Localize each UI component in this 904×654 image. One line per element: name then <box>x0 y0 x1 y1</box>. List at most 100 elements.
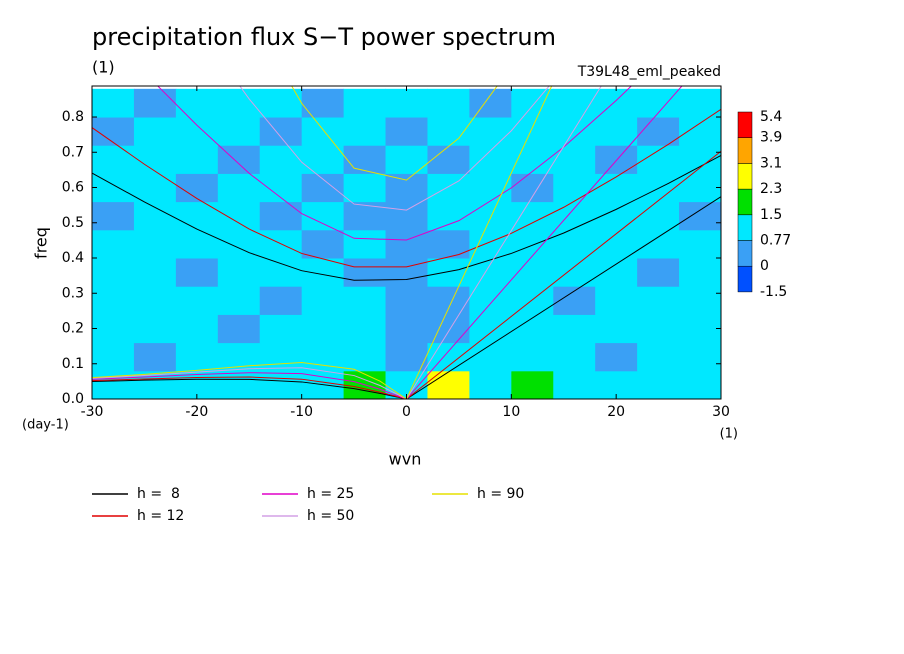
contour-cell <box>385 258 428 287</box>
contour-cell <box>679 117 721 146</box>
contour-cell <box>343 258 387 287</box>
contour-cell <box>553 342 596 372</box>
contour-cell <box>511 145 554 174</box>
contour-cell <box>427 173 470 203</box>
contour-cell <box>553 258 596 287</box>
contour-cell <box>385 314 428 344</box>
contour-cell <box>553 88 596 118</box>
contour-cell <box>343 342 387 372</box>
dispersion-curve <box>406 86 602 399</box>
contour-cell <box>595 342 638 372</box>
contour-cell <box>259 145 303 174</box>
chart-title: precipitation flux S−T power spectrum <box>92 23 556 51</box>
contour-cell <box>595 117 638 146</box>
dispersion-curve <box>92 108 721 268</box>
contour-cell <box>385 173 428 203</box>
contour-cell <box>427 145 470 174</box>
contour-cell <box>385 145 428 174</box>
contour-cell <box>553 201 596 231</box>
contour-cell <box>511 342 554 372</box>
contour-cell <box>679 314 721 344</box>
contour-cell <box>427 286 470 315</box>
contour-cell <box>595 173 638 203</box>
contour-cell <box>679 370 721 399</box>
contour-cell <box>92 258 135 287</box>
contour-cell <box>511 173 554 203</box>
contour-cell <box>637 286 680 315</box>
dispersion-curve <box>291 86 498 181</box>
contour-cell <box>259 117 303 146</box>
contour-cell <box>511 201 554 231</box>
contour-cell <box>469 370 512 399</box>
dispersion-curve <box>92 378 407 399</box>
contour-cell <box>259 88 303 118</box>
contour-cell <box>511 370 554 399</box>
legend-label: h = 12 <box>137 508 184 524</box>
colorbar-box <box>737 188 753 216</box>
contour-cell <box>92 342 135 372</box>
contour-cell <box>92 286 135 315</box>
colorbar-box <box>737 265 753 293</box>
contour-cell <box>553 117 596 146</box>
contour-cell <box>92 117 135 146</box>
contour-cell <box>92 145 135 174</box>
y-tick-label: 0.2 <box>62 321 84 337</box>
contour-cell <box>259 258 303 287</box>
contour-cell <box>637 258 680 287</box>
contour-cell <box>385 286 428 315</box>
contour-cell <box>133 88 177 118</box>
dispersion-curve <box>406 86 683 399</box>
contour-cell <box>469 117 512 146</box>
y-unit: (day-1) <box>22 418 69 433</box>
contour-cell <box>92 88 135 118</box>
contour-cell <box>343 173 387 203</box>
dispersion-curve <box>406 196 721 399</box>
y-tick-label: 0.7 <box>62 144 84 160</box>
contour-cell <box>385 117 428 146</box>
y-tick-label: 0.0 <box>62 391 84 407</box>
y-tick-label: 0.8 <box>62 109 84 125</box>
contour-cell <box>679 173 721 203</box>
colorbar-label: -1.5 <box>760 284 787 300</box>
dispersion-curve <box>92 372 407 399</box>
contour-cell <box>679 88 721 118</box>
x-tick-label: 10 <box>502 404 520 420</box>
contour-cell <box>343 88 387 118</box>
contour-cell <box>595 286 638 315</box>
contour-cell <box>217 370 261 399</box>
contour-cell <box>92 229 135 259</box>
contour-cell <box>175 88 219 118</box>
colorbar-label: 0.77 <box>760 233 791 249</box>
contour-cell <box>301 201 345 231</box>
contour-cell <box>259 286 303 315</box>
contour-cell <box>175 201 219 231</box>
contour-cell <box>385 342 428 372</box>
contour-cell <box>133 145 177 174</box>
contour-cell <box>175 229 219 259</box>
contour-cell <box>637 314 680 344</box>
contour-cell <box>679 201 721 231</box>
contour-cell <box>469 286 512 315</box>
contour-cell <box>92 173 135 203</box>
contour-field <box>92 88 721 399</box>
contour-cell <box>427 370 470 399</box>
colorbar-box <box>737 214 753 241</box>
contour-cell <box>637 173 680 203</box>
legend-label: h = 25 <box>307 486 354 502</box>
contour-cell <box>637 201 680 231</box>
contour-cell <box>469 229 512 259</box>
contour-cell <box>511 88 554 118</box>
legend-label: h = 50 <box>307 508 354 524</box>
contour-cell <box>217 201 261 231</box>
y-tick-label: 0.1 <box>62 356 84 372</box>
y-axis-label: freq <box>32 227 51 259</box>
contour-cell <box>553 173 596 203</box>
contour-cell <box>553 370 596 399</box>
contour-cell <box>175 314 219 344</box>
contour-cell <box>175 145 219 174</box>
dispersion-curve <box>92 376 407 399</box>
dispersion-curve <box>239 86 550 211</box>
contour-cell <box>301 229 345 259</box>
x-unit: (1) <box>720 427 738 442</box>
